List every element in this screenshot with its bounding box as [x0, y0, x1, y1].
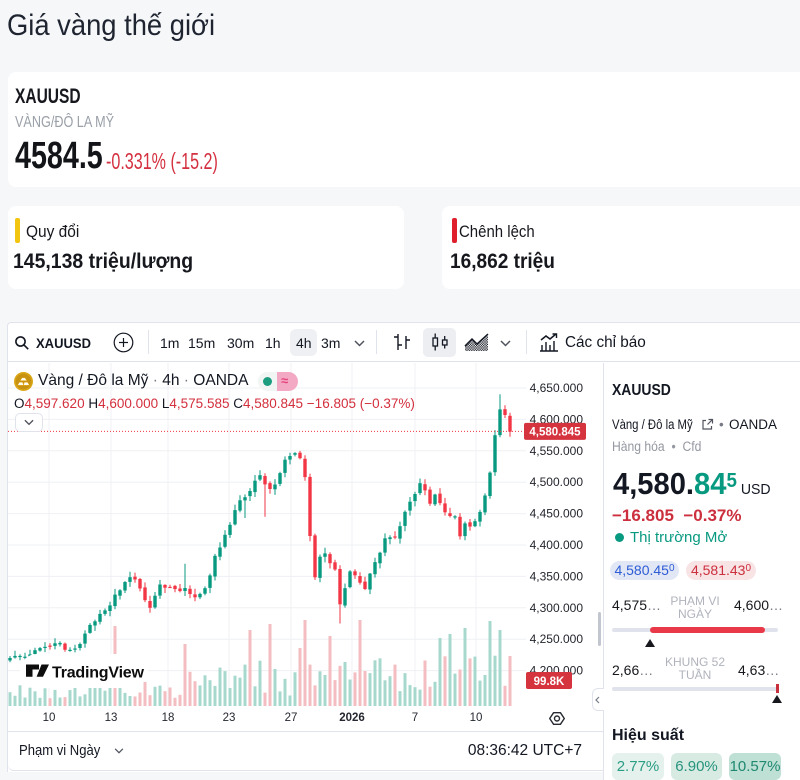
svg-text:4,400.000: 4,400.000: [530, 538, 584, 552]
svg-text:7: 7: [412, 712, 418, 724]
svg-text:4,450.000: 4,450.000: [530, 507, 584, 521]
svg-text:4,550.000: 4,550.000: [530, 444, 584, 458]
svg-text:4,500.000: 4,500.000: [530, 475, 584, 489]
svg-text:10: 10: [43, 712, 56, 724]
svg-text:99.8K: 99.8K: [534, 676, 565, 688]
svg-text:4,300.000: 4,300.000: [530, 601, 584, 615]
svg-text:2026: 2026: [339, 712, 365, 724]
svg-text:18: 18: [162, 712, 175, 724]
svg-text:23: 23: [223, 712, 236, 724]
svg-text:4,580.845: 4,580.845: [529, 426, 581, 438]
svg-text:13: 13: [105, 712, 118, 724]
svg-text:27: 27: [285, 712, 298, 724]
svg-text:4,600.000: 4,600.000: [530, 412, 584, 426]
svg-text:4,650.000: 4,650.000: [530, 381, 584, 395]
svg-text:4,350.000: 4,350.000: [530, 569, 584, 583]
svg-text:TradingView: TradingView: [52, 665, 145, 682]
svg-text:10: 10: [470, 712, 483, 724]
svg-text:4,250.000: 4,250.000: [530, 632, 584, 646]
